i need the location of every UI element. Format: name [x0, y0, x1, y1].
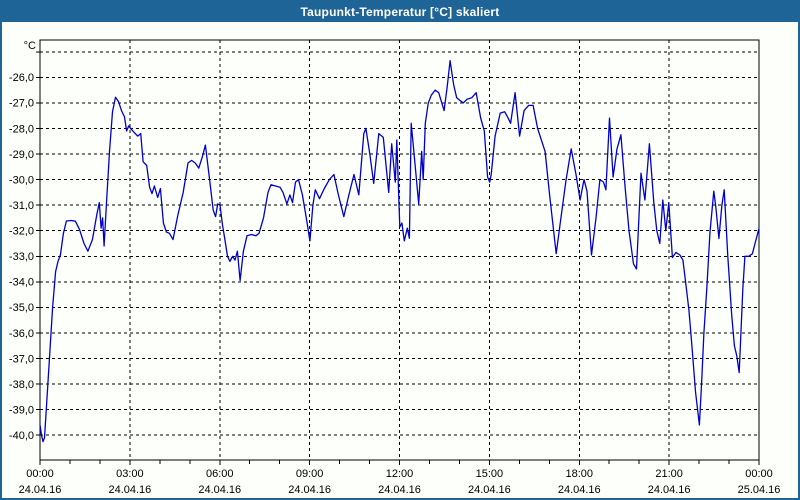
x-date-label: 24.04.16 [468, 484, 511, 496]
x-date-label: 24.04.16 [19, 484, 62, 496]
x-time-label: 06:00 [206, 468, 234, 480]
y-tick-label: -26,0 [9, 72, 34, 84]
x-date-label: 24.04.16 [648, 484, 691, 496]
y-tick-label: -28,0 [9, 123, 34, 135]
chart-svg: -26,0 -27,0 -28,0 -29,0 -30,0 -31,0 -32,0 -33,0… [9, 39, 781, 496]
x-date-label: 24.04.16 [288, 484, 331, 496]
y-tick-label: -34,0 [9, 277, 34, 289]
y-tick-labels: -26,0 -27,0 -28,0 -29,0 -30,0 -31,0 -32,0 -33,0… [9, 51, 40, 442]
y-tick-label: -32,0 [9, 226, 34, 238]
x-date-label: 24.04.16 [378, 484, 421, 496]
chart-area: -26,0 -27,0 -28,0 -29,0 -30,0 -31,0 -32,0 -33,0… [2, 22, 798, 498]
y-tick-label: -29,0 [9, 149, 34, 161]
x-date-label: 24.04.16 [558, 484, 601, 496]
x-time-label: 15:00 [476, 468, 504, 480]
x-time-label: 00:00 [745, 468, 773, 480]
y-tick-label: -39,0 [9, 404, 34, 416]
x-date-label: 25.04.16 [738, 484, 781, 496]
y-tick-label: -31,0 [9, 200, 34, 212]
y-tick-label: -38,0 [9, 379, 34, 391]
y-tick-label: -35,0 [9, 302, 34, 314]
x-time-label: 21:00 [655, 468, 683, 480]
x-time-label: 00:00 [26, 468, 54, 480]
y-axis-unit-label: °C [24, 40, 36, 52]
y-tick-label: -30,0 [9, 174, 34, 186]
x-date-label: 24.04.16 [198, 484, 241, 496]
x-tick-labels: 00:00 24.04.16 03:00 24.04.16 06:00 24.04.16 0… [19, 468, 781, 496]
x-time-label: 09:00 [296, 468, 324, 480]
y-tick-label: -33,0 [9, 251, 34, 263]
x-date-label: 24.04.16 [108, 484, 151, 496]
x-gridlines [129, 40, 670, 460]
x-time-label: 03:00 [116, 468, 144, 480]
x-time-label: 12:00 [386, 468, 414, 480]
x-ticks [39, 460, 760, 465]
y-tick-label: -40,0 [9, 430, 34, 442]
y-tick-label: -37,0 [9, 353, 34, 365]
series-line [39, 60, 760, 443]
chart-title: Taupunkt-Temperatur [°C] skaliert [300, 5, 500, 19]
x-time-label: 18:00 [565, 468, 593, 480]
y-tick-label: -36,0 [9, 328, 34, 340]
title-bar: Taupunkt-Temperatur [°C] skaliert [2, 2, 798, 22]
y-tick-label: -27,0 [9, 98, 34, 110]
